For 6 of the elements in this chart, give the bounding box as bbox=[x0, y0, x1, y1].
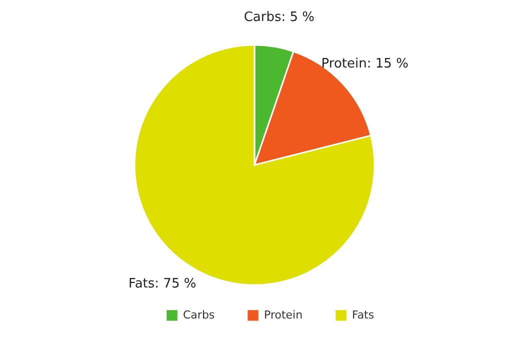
data-label: Fats: 75 % bbox=[128, 276, 196, 292]
legend-label: Protein bbox=[264, 308, 303, 322]
legend-label: Fats bbox=[352, 308, 374, 322]
data-label: Carbs: 5 % bbox=[244, 10, 315, 26]
data-label: Protein: 15 % bbox=[321, 56, 408, 72]
legend-label: Carbs bbox=[183, 308, 215, 322]
